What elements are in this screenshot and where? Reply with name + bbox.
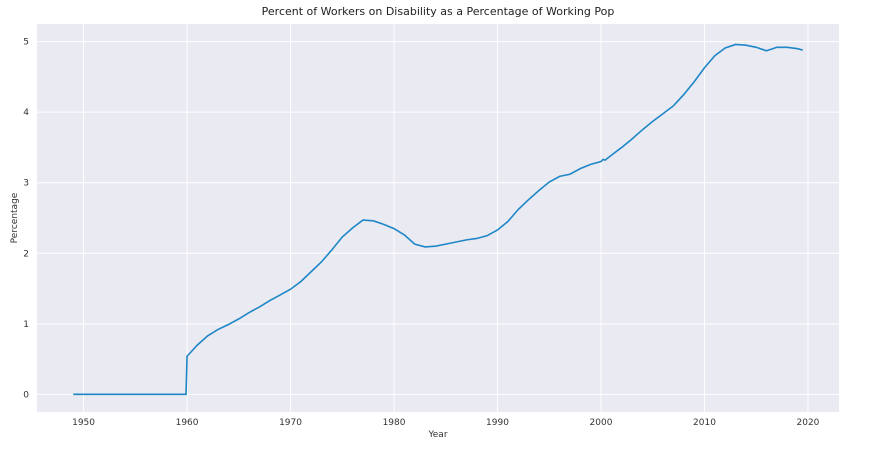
tick-labels: 1950 1960 1970 1980 1990 2000 2010 2020 0 1 2 3 4 5 [23, 38, 819, 428]
x-tick-label: 1960 [176, 418, 199, 428]
x-tick-label: 1980 [383, 418, 406, 428]
y-axis-label: Percentage [10, 192, 20, 243]
x-tick-label: 1970 [279, 418, 302, 428]
x-axis-label: Year [427, 430, 447, 440]
y-tick-label: 1 [23, 320, 29, 330]
x-tick-label: 2000 [590, 418, 613, 428]
plot-area [37, 24, 839, 412]
y-tick-label: 4 [23, 108, 29, 118]
y-tick-label: 5 [23, 38, 29, 48]
gridlines [37, 24, 839, 412]
chart-title: Percent of Workers on Disability as a Pe… [262, 5, 615, 18]
y-tick-label: 3 [23, 179, 29, 189]
series-line [73, 43, 803, 396]
x-tick-label: 2020 [797, 418, 820, 428]
x-tick-label: 2010 [693, 418, 716, 428]
x-tick-label: 1990 [486, 418, 509, 428]
y-tick-label: 2 [23, 249, 29, 259]
y-tick-label: 0 [23, 390, 29, 400]
x-tick-label: 1950 [72, 418, 95, 428]
